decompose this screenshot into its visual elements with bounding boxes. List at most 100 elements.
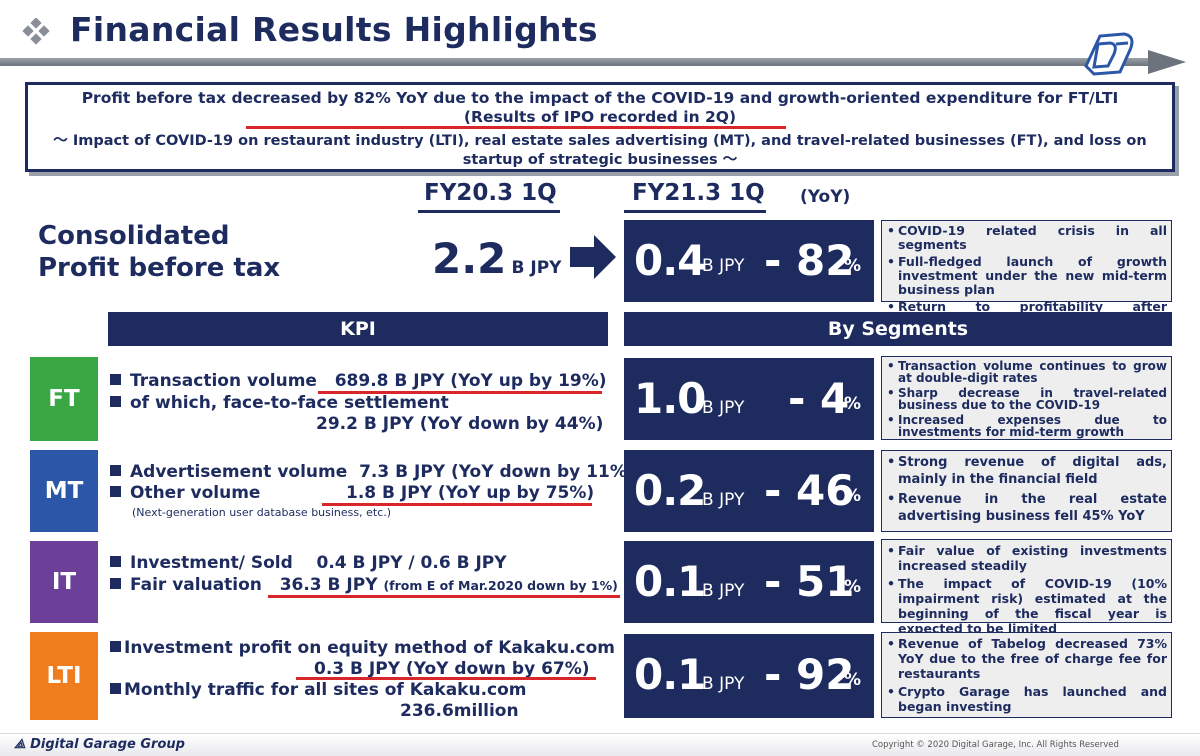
mt-note-2: Revenue in the real estate advertising b… xyxy=(886,491,1167,525)
ft-change: - 4 xyxy=(788,374,850,423)
page-title: Financial Results Highlights xyxy=(70,10,598,49)
bullet-square-icon xyxy=(110,641,121,652)
mt-kpi2-value: 1.8 B JPY (YoY up by 75%) xyxy=(346,483,595,503)
ft-kpi2-label: of which, face-to-face settlement xyxy=(130,393,449,413)
bullet-square-icon xyxy=(110,578,121,589)
lti-kpi2-value: 236.6million xyxy=(400,701,519,721)
bullet-square-icon xyxy=(110,396,121,407)
mt-pct: % xyxy=(844,486,862,506)
right-arrow-icon xyxy=(570,235,616,279)
ft-note-1: Transaction volume continues to grow at … xyxy=(886,360,1167,384)
diamond-grid-icon xyxy=(22,18,50,45)
ft-kpi1-label: Transaction volume xyxy=(130,371,317,391)
bullet-square-icon xyxy=(110,374,121,385)
summary-box: Profit before tax decreased by 82% YoY d… xyxy=(25,82,1175,172)
footer-brand-text: Digital Garage Group xyxy=(30,737,185,752)
lti-note-1: Revenue of Tabelog decreased 73% YoY due… xyxy=(886,636,1167,681)
footer-logo-icon: ⟁ xyxy=(14,737,31,752)
header-rule xyxy=(0,58,1150,66)
kpi-band: KPI xyxy=(108,312,608,346)
ft-notes: Transaction volume continues to grow at … xyxy=(881,356,1172,440)
it-kpi2-value-small: (from E of Mar.2020 down by 1%) xyxy=(383,578,618,593)
lti-kpi2: Monthly traffic for all sites of Kakaku.… xyxy=(110,680,527,701)
lti-kpi1: Investment profit on equity method of Ka… xyxy=(110,638,615,659)
mt-kpi2-underline xyxy=(322,503,592,506)
consolidated-note-2: Full-fledged launch of growth investment… xyxy=(886,255,1167,297)
lti-kpi1-label: Investment profit on equity method of Ka… xyxy=(124,638,615,658)
ft-kpi1: Transaction volume 689.8 B JPY (YoY up b… xyxy=(110,371,607,392)
mt-kpi-note: (Next-generation user database business,… xyxy=(132,506,392,519)
consolidated-change: - 82 xyxy=(764,236,855,285)
it-notes: Fair value of existing investments incre… xyxy=(881,539,1172,636)
consolidated-prev-unit: B JPY xyxy=(511,258,562,278)
lti-kpi1-underline xyxy=(296,677,596,680)
ft-value-box: 1.0 B JPY - 4 % xyxy=(624,358,874,440)
footer-brand: ⟁ Digital Garage Group xyxy=(14,737,185,752)
consolidated-label-line2: Profit before tax xyxy=(38,253,281,283)
it-note-1: Fair value of existing investments incre… xyxy=(886,543,1167,573)
lti-pct: % xyxy=(844,670,862,690)
lti-kpi2-label: Monthly traffic for all sites of Kakaku.… xyxy=(124,680,527,700)
column-header-curr: FY21.3 1Q xyxy=(632,180,765,206)
ft-note-2: Sharp decrease in travel-related busines… xyxy=(886,387,1167,411)
consolidated-pct: % xyxy=(844,256,862,276)
bullet-square-icon xyxy=(110,683,121,694)
ft-kpi1-value: 689.8 B JPY (YoY up by 19%) xyxy=(334,371,607,391)
dg-logo-icon xyxy=(1084,32,1134,76)
mt-notes: Strong revenue of digital ads, mainly in… xyxy=(881,450,1172,532)
mt-value-box: 0.2 B JPY - 46 % xyxy=(624,450,874,532)
mt-kpi1-value: 7.3 B JPY (YoY down by 11%) xyxy=(359,462,635,482)
column-header-yoy: (YoY) xyxy=(800,187,851,207)
mt-kpi2-label: Other volume xyxy=(130,483,261,503)
it-change: - 51 xyxy=(764,557,855,606)
segment-lti-label: LTI xyxy=(30,632,98,720)
bullet-square-icon xyxy=(110,556,121,567)
consolidated-prev: 2.2 B JPY xyxy=(432,234,561,283)
summary-underline xyxy=(246,126,786,129)
summary-line1: Profit before tax decreased by 82% YoY d… xyxy=(81,89,1119,107)
header-arrow-icon xyxy=(1148,50,1186,74)
footer-bar xyxy=(0,733,1200,756)
it-unit: B JPY xyxy=(702,581,745,601)
ft-kpi1-underline xyxy=(318,391,602,394)
summary-line3: ～ Impact of COVID-19 on restaurant indus… xyxy=(53,133,1147,168)
it-kpi2-value: 36.3 B JPY xyxy=(279,575,378,595)
it-kpi2-label: Fair valuation xyxy=(130,575,262,595)
mt-unit: B JPY xyxy=(702,490,745,510)
column-header-prev-underline xyxy=(418,210,560,213)
consolidated-prev-value: 2.2 xyxy=(432,234,507,283)
mt-change: - 46 xyxy=(764,466,855,515)
lti-change: - 92 xyxy=(764,650,855,699)
it-kpi1-value: 0.4 B JPY / 0.6 B JPY xyxy=(316,553,507,573)
it-kpi2-underline xyxy=(268,595,620,598)
it-kpi1: Investment/ Sold 0.4 B JPY / 0.6 B JPY xyxy=(110,553,507,574)
column-header-curr-underline xyxy=(624,210,766,213)
it-note-2: The impact of COVID-19 (10% impairment r… xyxy=(886,576,1167,636)
mt-note-1: Strong revenue of digital ads, mainly in… xyxy=(886,454,1167,488)
segments-band: By Segments xyxy=(624,312,1172,346)
lti-notes: Revenue of Tabelog decreased 73% YoY due… xyxy=(881,632,1172,718)
lti-note-2: Crypto Garage has launched and began inv… xyxy=(886,684,1167,714)
it-value: 0.1 xyxy=(634,557,706,606)
lti-kpi1-value: 0.3 B JPY (YoY down by 67%) xyxy=(314,659,590,679)
consolidated-notes: COVID-19 related crisis in all segments … xyxy=(881,220,1172,342)
ft-unit: B JPY xyxy=(702,398,745,418)
segment-it-label: IT xyxy=(30,541,98,623)
it-pct: % xyxy=(844,577,862,597)
bullet-square-icon xyxy=(110,465,121,476)
mt-value: 0.2 xyxy=(634,466,706,515)
mt-kpi1-label: Advertisement volume xyxy=(130,462,348,482)
ft-value: 1.0 xyxy=(634,374,706,423)
it-kpi1-label: Investment/ Sold xyxy=(130,553,293,573)
mt-kpi2: Other volume xyxy=(110,483,260,504)
bullet-square-icon xyxy=(110,486,121,497)
it-kpi2: Fair valuation 36.3 B JPY (from E of Mar… xyxy=(110,575,618,596)
lti-value: 0.1 xyxy=(634,650,706,699)
it-value-box: 0.1 B JPY - 51 % xyxy=(624,541,874,623)
lti-unit: B JPY xyxy=(702,674,745,694)
consolidated-curr-unit: B JPY xyxy=(702,256,745,276)
summary-line2: (Results of IPO recorded in 2Q) xyxy=(463,108,737,126)
segment-mt-label: MT xyxy=(30,450,98,532)
consolidated-label-line1: Consolidated xyxy=(38,221,230,251)
consolidated-note-1: COVID-19 related crisis in all segments xyxy=(886,224,1167,252)
